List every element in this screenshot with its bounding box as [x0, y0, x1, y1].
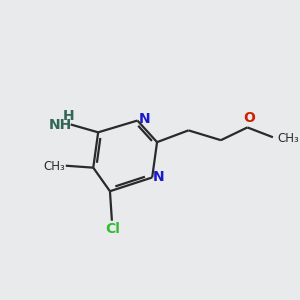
- Text: H: H: [63, 109, 74, 123]
- Text: O: O: [243, 111, 255, 124]
- Text: N: N: [153, 169, 165, 184]
- Text: CH₃: CH₃: [278, 132, 299, 145]
- Text: NH: NH: [49, 118, 73, 133]
- Text: Cl: Cl: [106, 221, 120, 236]
- Text: CH₃: CH₃: [43, 160, 65, 173]
- Text: N: N: [139, 112, 150, 126]
